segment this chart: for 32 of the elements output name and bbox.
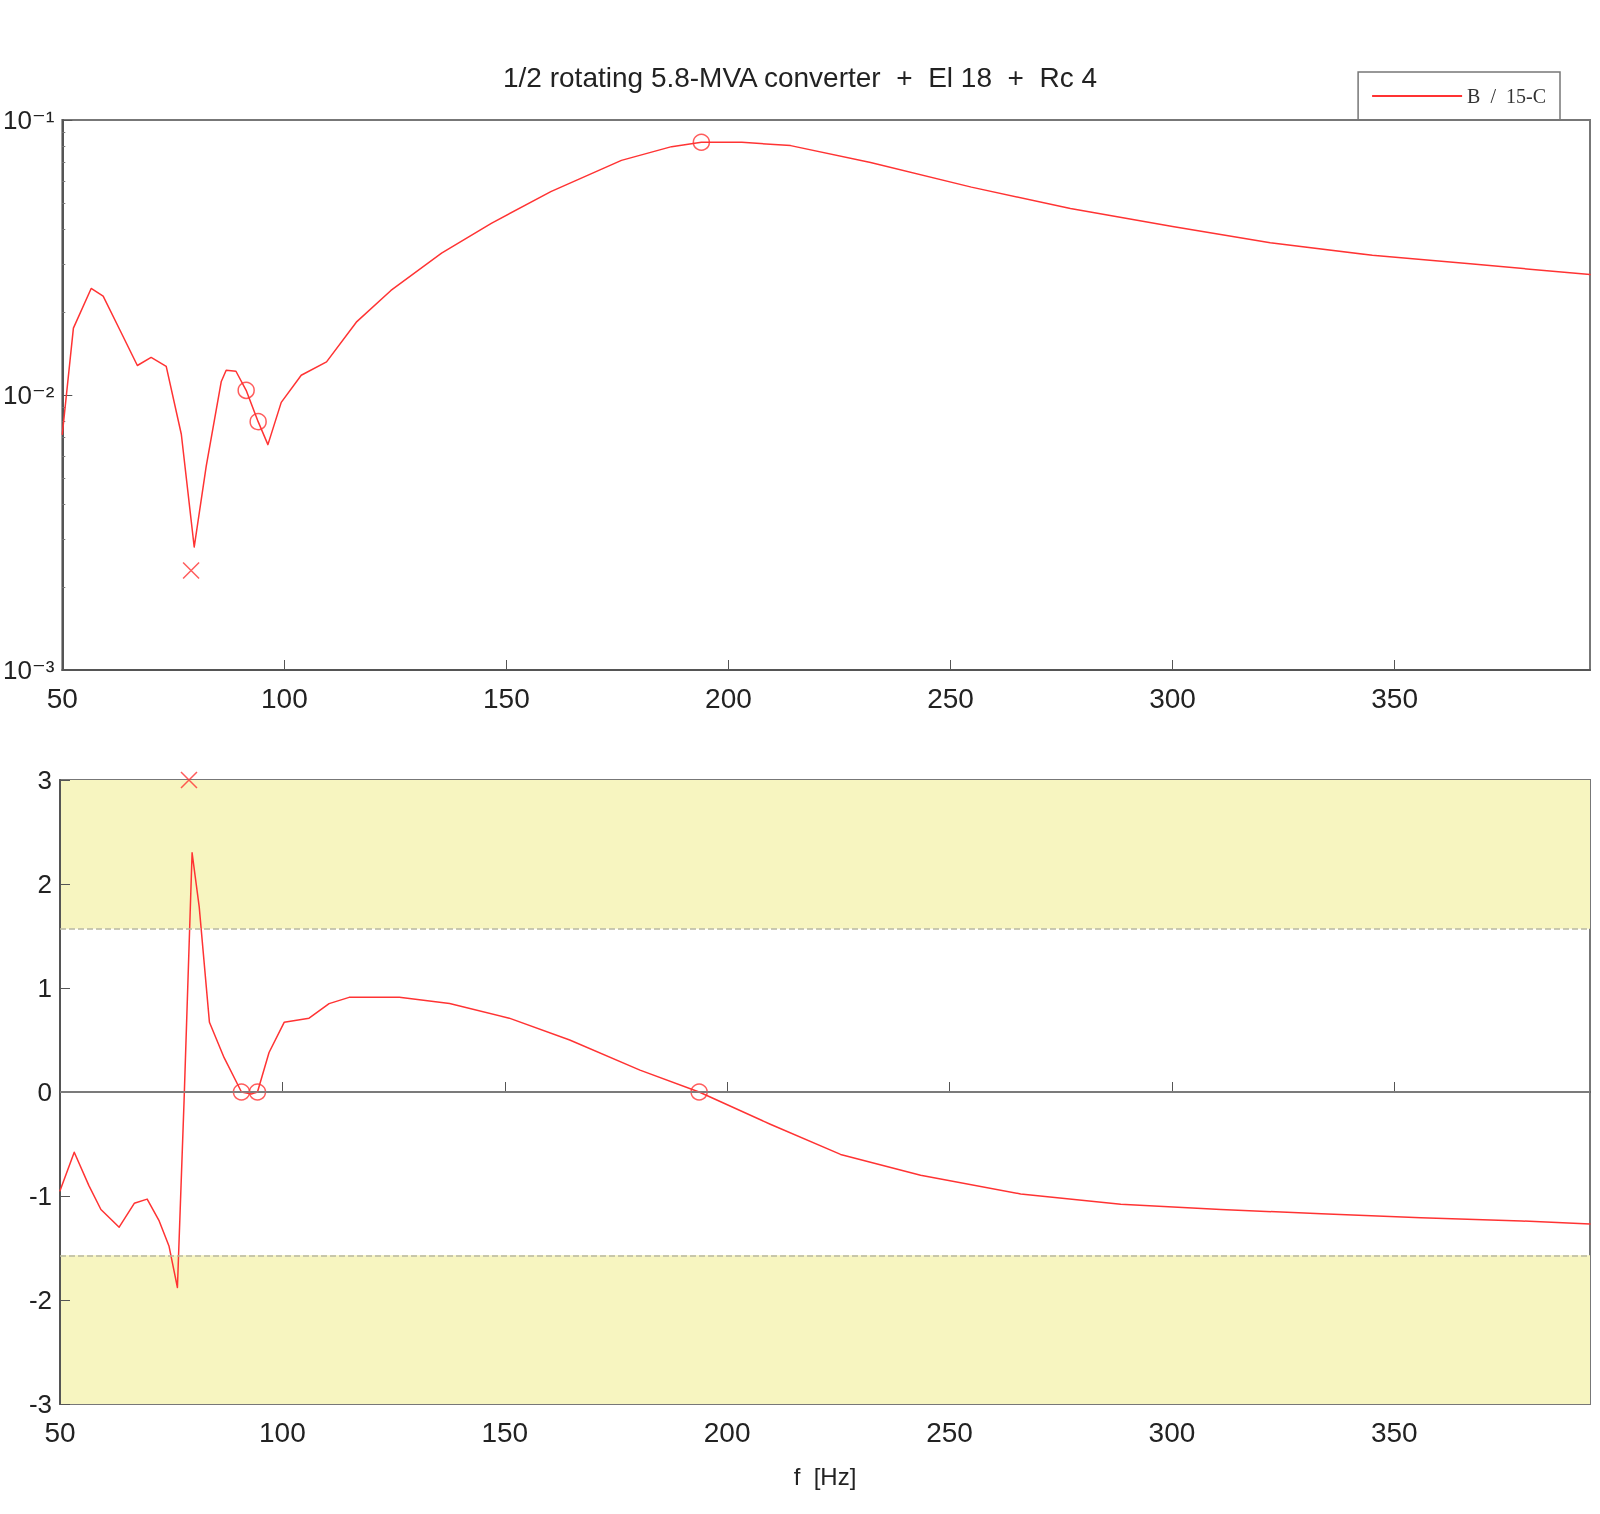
x-axis-title: f [Hz] [793,1462,857,1490]
y-tick-label: 1 [37,973,52,1003]
x-tick-label: 100 [259,1416,306,1448]
point [692,133,711,151]
x-tick-label: 50 [46,682,78,714]
x-tick-label: 200 [703,1416,751,1448]
y-tick-label: -2 [28,1285,52,1315]
x-tick-label: 200 [705,682,752,714]
point [249,412,267,431]
y-tick-label: 10⁻² [2,380,55,410]
x-tick-label: 150 [481,1416,529,1448]
y-tick-label: 2 [37,869,52,899]
x-tick-label: 300 [1149,682,1196,714]
x-tick-label: 250 [927,682,974,714]
x-tick-label: 300 [1148,1416,1196,1448]
point [182,561,200,580]
x-tick-label: 350 [1371,682,1418,714]
y-tick-label: 0 [37,1077,52,1107]
y-tick-label: 3 [37,765,52,795]
x-tick-label: 150 [483,682,530,714]
chart-title: 1/2 rotating 5.8-MVA converter + El 18 + Rc 4 [502,61,1098,93]
y-tick-label: -3 [28,1389,52,1419]
line-series [59,852,1591,1289]
legend-label: B / 15-C [1467,85,1547,107]
y-tick-label: -1 [28,1181,52,1211]
x-tick-label: 250 [926,1416,973,1448]
point [237,381,255,400]
x-tick-label: 50 [44,1416,76,1448]
x-tick-label: 350 [1370,1416,1418,1448]
y-tick-label: 10⁻³ [2,655,55,685]
x-tick-label: 100 [260,682,308,714]
y-tick-label: 10⁻¹ [2,105,55,135]
